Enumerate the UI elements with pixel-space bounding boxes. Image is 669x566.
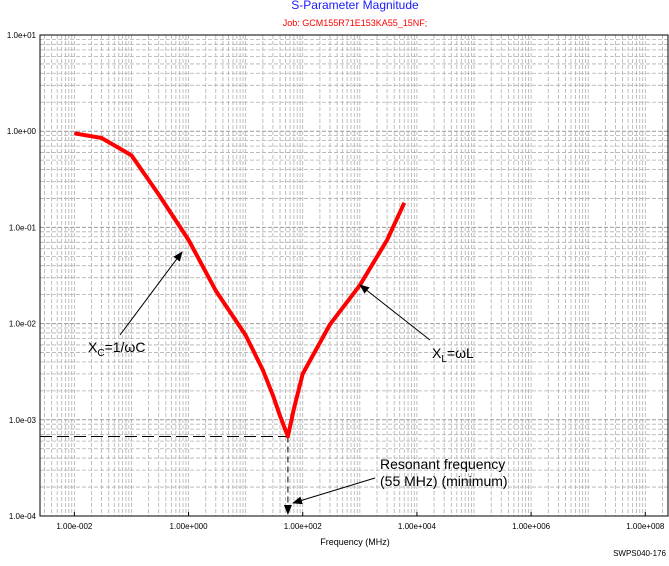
annotation-sub: C (97, 348, 104, 359)
y-tick-label: 1.0e-03 (9, 416, 37, 425)
y-tick-label: 1.0e+00 (7, 127, 37, 136)
x-tick-label: 1.00e+002 (284, 522, 323, 531)
arrow (119, 251, 183, 336)
annotation-text: X (88, 339, 98, 355)
y-tick-label: 1.0e-04 (9, 512, 37, 521)
figure-id: SWPS040-176 (613, 549, 666, 558)
annotation-text: =ωL (447, 345, 474, 361)
annotation-sub: L (441, 354, 447, 365)
annotation: XL=ωL (432, 345, 474, 365)
series-line (74, 131, 407, 439)
annotation: XC=1/ωC (88, 339, 145, 359)
x-tick-label: 1.00e+008 (626, 522, 665, 531)
y-tick-label: 1.0e-02 (9, 320, 37, 329)
plot-frame (39, 34, 669, 517)
x-tick-label: 1.00e+004 (398, 522, 437, 531)
chart-title: S-Parameter Magnitude (291, 0, 419, 12)
plot (40, 131, 407, 515)
x-tick-label: 1.00e+000 (170, 522, 209, 531)
chart-subtitle: Job: GCM155R71E153KA55_15NF; (283, 18, 428, 28)
annotation: Resonant frequency (380, 456, 505, 472)
x-tick-label: 1.00e+006 (512, 522, 551, 531)
arrow (359, 284, 431, 341)
grid (39, 34, 669, 517)
annotation: (55 MHz) (minimum) (380, 473, 508, 489)
y-tick-label: 1.0e+01 (7, 31, 37, 40)
annotation-text: =1/ωC (105, 339, 146, 355)
y-tick-label: 1.0e-01 (9, 223, 37, 232)
annotation-text: X (432, 345, 442, 361)
x-axis-label: Frequency (MHz) (320, 537, 390, 547)
x-tick-label: 1.00e-002 (56, 522, 93, 531)
arrow (292, 477, 376, 505)
